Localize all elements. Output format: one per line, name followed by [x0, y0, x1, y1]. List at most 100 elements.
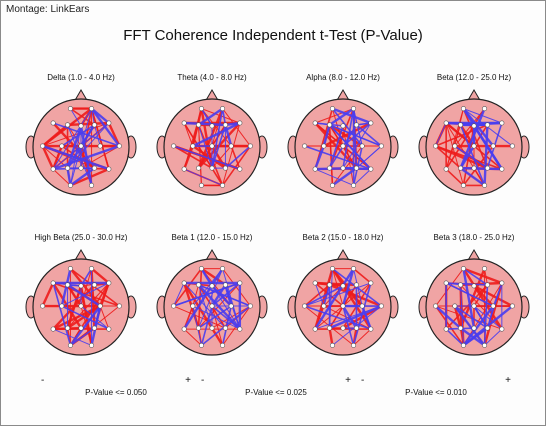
decrease-line: [453, 145, 489, 169]
decrease-line: [435, 122, 447, 147]
decrease-line: [183, 282, 226, 329]
head-panel-beta-1: Beta 1 (12.0 - 15.0 Hz): [147, 233, 277, 368]
decrease-line: [91, 108, 95, 126]
increase-line: [51, 144, 63, 171]
electrode-marker: [40, 143, 46, 149]
electrode-marker: [237, 166, 243, 172]
electrode-marker: [490, 143, 496, 149]
electrode-marker: [78, 303, 84, 309]
electrode-marker: [209, 303, 215, 309]
electrode-marker: [247, 303, 253, 309]
decrease-line: [352, 107, 358, 169]
decrease-line: [459, 144, 476, 170]
electrode-marker: [327, 165, 333, 171]
increase-line: [191, 107, 203, 148]
head-map-beta-3: [418, 249, 530, 356]
increase-line: [462, 267, 504, 285]
electrode-marker: [458, 165, 464, 171]
decrease-line: [322, 123, 331, 148]
electrode-marker: [67, 182, 73, 188]
increase-line: [352, 267, 372, 284]
decrease-line: [200, 267, 214, 288]
increase-line: [200, 108, 232, 147]
decrease-line: [314, 282, 325, 307]
electrode-marker: [312, 120, 318, 126]
electrode-marker: [78, 143, 84, 149]
decrease-line: [93, 305, 101, 329]
electrode-marker: [443, 326, 449, 332]
electrode-marker: [78, 123, 84, 129]
electrode-marker: [509, 303, 515, 309]
decrease-line: [172, 145, 241, 170]
electrode-marker: [97, 303, 103, 309]
panel-label: High Beta (25.0 - 30.0 Hz): [34, 233, 128, 242]
increase-line: [314, 108, 355, 124]
decrease-line: [473, 305, 503, 330]
decrease-line: [459, 124, 486, 187]
decrease-line: [342, 122, 372, 147]
coherence-lines: [172, 267, 252, 347]
decrease-line: [328, 125, 344, 169]
legend-p010: - + P-Value <= 0.010: [361, 373, 511, 413]
decrease-line: [90, 107, 121, 148]
electrode-marker: [378, 143, 384, 149]
decrease-line: [66, 124, 83, 170]
electrode-marker: [91, 122, 97, 128]
decrease-line: [462, 304, 495, 347]
electrode-marker: [220, 106, 226, 112]
head-panel-beta-2: Beta 2 (15.0 - 18.0 Hz): [278, 233, 408, 368]
decrease-line: [328, 304, 383, 330]
decrease-line: [66, 283, 102, 308]
electrode-marker: [78, 325, 84, 331]
electrode-marker: [499, 280, 505, 286]
increase-line: [211, 305, 224, 346]
electrode-marker: [460, 342, 466, 348]
increase-line: [211, 145, 232, 169]
increase-line: [41, 144, 55, 171]
electrode-marker: [198, 266, 204, 272]
electrode-marker: [106, 326, 112, 332]
electrode-marker: [443, 166, 449, 172]
decrease-line: [459, 166, 504, 171]
increase-line: [197, 267, 203, 329]
electrode-marker: [181, 166, 187, 172]
legend-caption: P-Value <= 0.025: [245, 388, 307, 397]
electrode-marker: [116, 143, 122, 149]
electrode-marker: [65, 325, 71, 331]
increase-line: [172, 145, 213, 169]
decrease-line: [182, 121, 227, 127]
decrease-line: [211, 282, 241, 307]
panel-label: Beta 1 (12.0 - 15.0 Hz): [171, 233, 253, 242]
increase-line: [353, 328, 372, 346]
electrode-marker: [471, 303, 477, 309]
electrode-marker: [499, 326, 505, 332]
decrease-line: [331, 166, 358, 187]
increase-line: [211, 305, 251, 329]
decrease-line: [66, 166, 72, 187]
electrode-marker: [351, 182, 357, 188]
decrease-line: [198, 268, 224, 329]
increase-line: [453, 304, 462, 330]
decrease-line: [303, 305, 372, 330]
electrode-marker: [321, 303, 327, 309]
electrode-marker: [50, 326, 56, 332]
decrease-line: [434, 304, 462, 330]
electrode-marker: [351, 266, 357, 272]
decrease-line: [172, 282, 241, 307]
electrode-marker: [340, 123, 346, 129]
electrode-marker: [443, 280, 449, 286]
increase-line: [42, 122, 110, 147]
panel-label: Delta (1.0 - 4.0 Hz): [47, 73, 115, 82]
electrode-marker: [471, 123, 477, 129]
electrode-marker: [458, 282, 464, 288]
electrode-marker: [312, 326, 318, 332]
decrease-line: [60, 305, 110, 330]
report-title: FFT Coherence Independent t-Test (P-Valu…: [123, 27, 423, 44]
electrode-marker: [460, 266, 466, 272]
electrode-marker: [321, 143, 327, 149]
electrode-marker: [89, 266, 95, 272]
decrease-line: [342, 305, 355, 347]
electrode-marker: [433, 303, 439, 309]
electrode-marker: [443, 120, 449, 126]
electrode-marker: [302, 303, 308, 309]
